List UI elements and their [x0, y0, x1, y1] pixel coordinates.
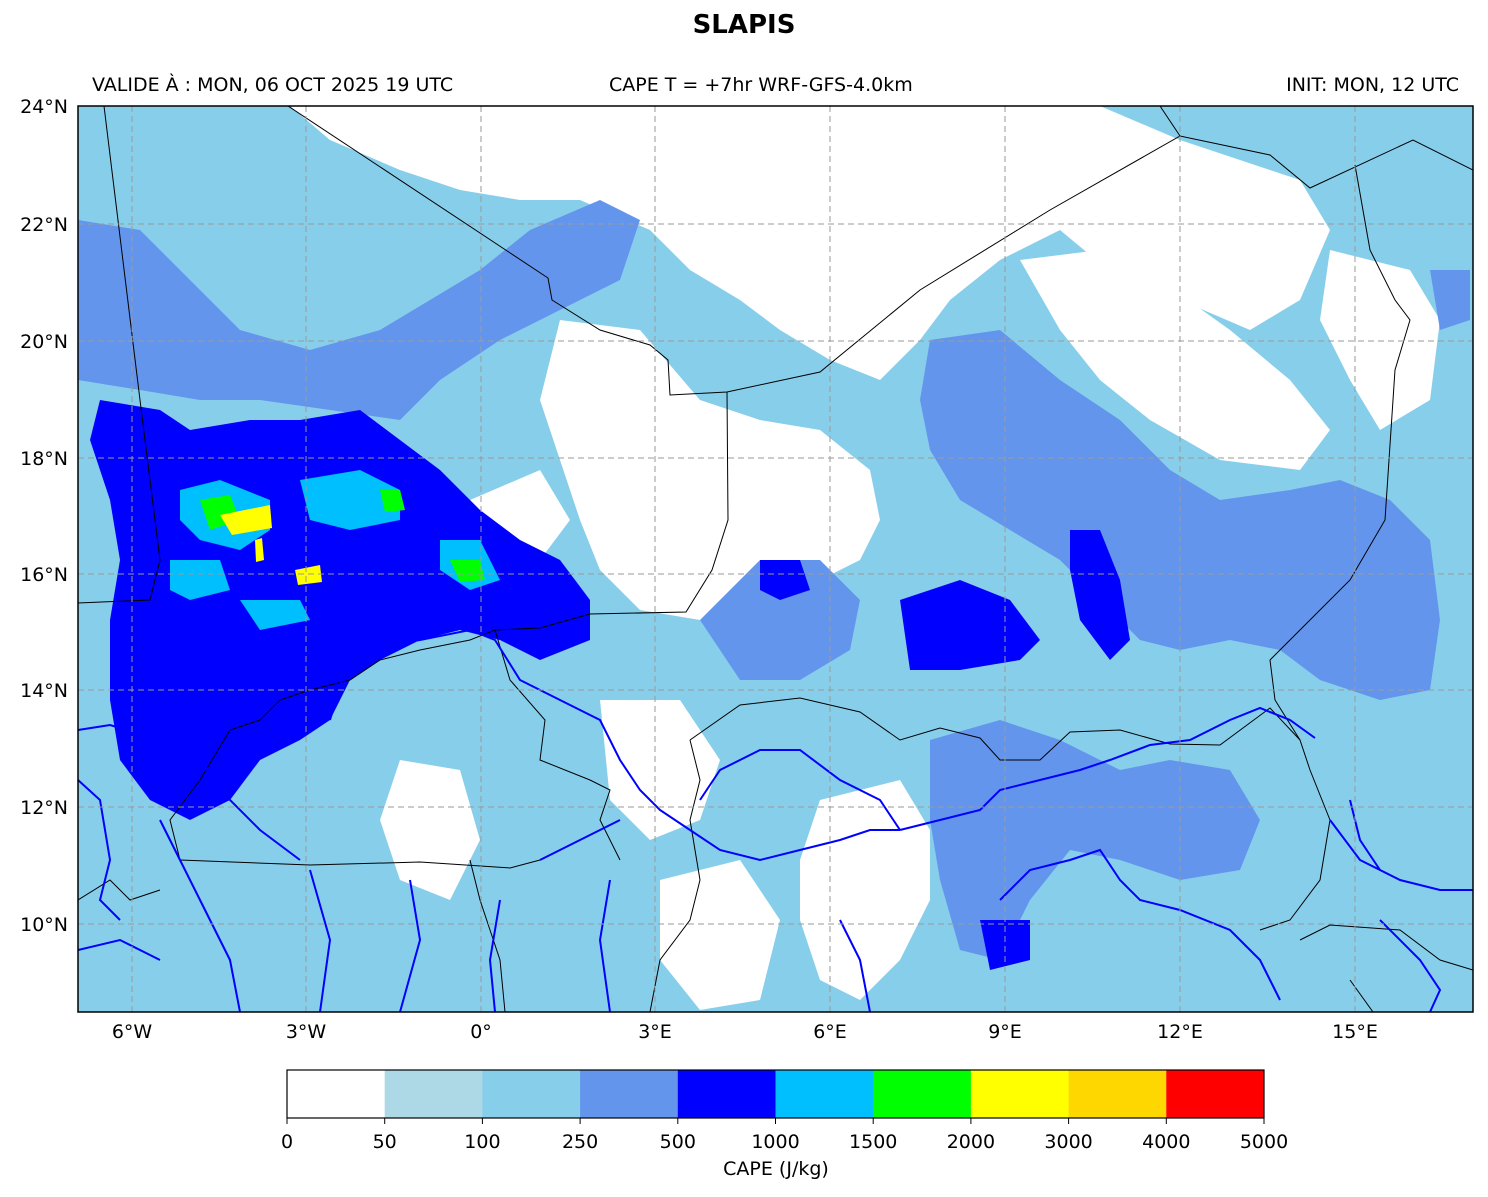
colorbar-swatch — [384, 1070, 483, 1118]
lat-tick-label: 10°N — [20, 914, 68, 936]
valid-time-label: VALIDE À : MON, 06 OCT 2025 19 UTC — [92, 74, 454, 96]
init-time-label: INIT: MON, 12 UTC — [1286, 74, 1459, 96]
cape-field — [78, 106, 1473, 1012]
colorbar-tick-label: 250 — [562, 1131, 598, 1153]
colorbar-tick-label: 3000 — [1044, 1131, 1092, 1153]
colorbar-tick-label: 500 — [660, 1131, 696, 1153]
colorbar-tick-label: 5000 — [1240, 1131, 1288, 1153]
colorbar-swatch — [287, 1070, 386, 1118]
colorbar-swatch — [580, 1070, 679, 1118]
lon-tick-labels: 6°W 3°W 0° 3°E 6°E 9°E 12°E 15°E — [112, 1021, 1378, 1043]
colorbar-tick-label: 100 — [464, 1131, 500, 1153]
lon-tick-label: 0° — [470, 1021, 492, 1043]
lat-tick-label: 14°N — [20, 680, 68, 702]
colorbar-tick-label: 50 — [373, 1131, 397, 1153]
lon-tick-label: 3°E — [638, 1021, 672, 1043]
colorbar-tick-label: 4000 — [1142, 1131, 1190, 1153]
colorbar-swatch — [1068, 1070, 1167, 1118]
lat-tick-label: 12°N — [20, 797, 68, 819]
colorbar-swatch — [677, 1070, 776, 1118]
lon-tick-label: 6°W — [112, 1021, 153, 1043]
colorbar-swatch — [482, 1070, 581, 1118]
lon-tick-label: 12°E — [1157, 1021, 1203, 1043]
map-frame — [77, 105, 1474, 1013]
country-borders — [78, 106, 1473, 1012]
lat-tick-label: 20°N — [20, 331, 68, 353]
colorbar-swatch — [775, 1070, 874, 1118]
map-title: SLAPIS — [692, 10, 796, 40]
colorbar-tick-label: 2000 — [947, 1131, 995, 1153]
lon-tick-label: 15°E — [1332, 1021, 1378, 1043]
lat-tick-label: 16°N — [20, 564, 68, 586]
colorbar-tick-label: 1000 — [751, 1131, 799, 1153]
colorbar-tick-label: 1500 — [849, 1131, 897, 1153]
field-description-label: CAPE T = +7hr WRF-GFS-4.0km — [609, 74, 913, 96]
colorbar-swatch — [873, 1070, 972, 1118]
colorbar-tick-label: 0 — [281, 1131, 293, 1153]
lon-tick-label: 6°E — [813, 1021, 847, 1043]
colorbar-label: CAPE (J/kg) — [723, 1158, 829, 1180]
lon-tick-label: 9°E — [988, 1021, 1022, 1043]
colorbar-swatch — [970, 1070, 1070, 1118]
colorbar: 0 50 100 250 500 1000 1500 2000 3000 4000 5000 — [281, 1069, 1288, 1153]
lat-tick-label: 18°N — [20, 448, 68, 470]
lon-tick-label: 3°W — [286, 1021, 327, 1043]
lat-tick-label: 22°N — [20, 214, 68, 236]
colorbar-swatch — [1166, 1070, 1265, 1118]
lat-tick-label: 24°N — [20, 96, 68, 118]
lat-tick-labels: 24°N 22°N 20°N 18°N 16°N 14°N 12°N 10°N — [20, 96, 68, 936]
